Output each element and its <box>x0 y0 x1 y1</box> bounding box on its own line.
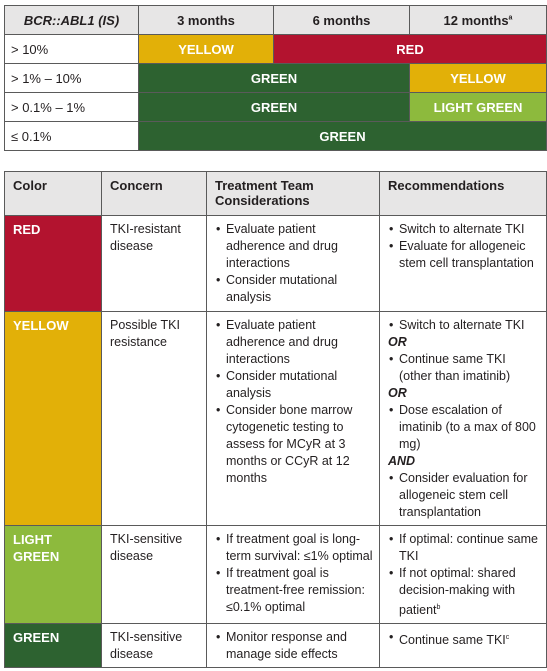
list-item: Dose escalation of imatinib (to a max of… <box>388 402 540 453</box>
band-light-green: LIGHT GREEN <box>409 92 547 122</box>
footnote-c: c <box>505 634 510 642</box>
list-item: Evaluate patient adherence and drug inte… <box>215 221 373 272</box>
list-item: If optimal: continue same TKI <box>388 531 540 565</box>
color-cell-red: RED <box>4 215 102 312</box>
list-item: Switch to alternate TKI <box>388 317 540 334</box>
table-header-row: Color Concern Treatment Team Considerati… <box>4 171 547 216</box>
list-item: Consider mutational analysis <box>215 272 373 306</box>
color-cell-light-green: LIGHT GREEN <box>4 524 102 625</box>
table-row: > 0.1% – 1% GREEN LIGHT GREEN <box>4 92 547 122</box>
column-header-3-months: 3 months <box>138 5 274 35</box>
table-row: ≤ 0.1% GREEN <box>4 121 547 151</box>
footnote-b: b <box>436 604 441 611</box>
conjunction-or: OR <box>388 386 407 400</box>
list-item: Continue same TKIc <box>388 629 540 649</box>
concern-cell: Possible TKI resistance <box>101 311 207 526</box>
footnote-a: a <box>508 14 513 22</box>
conjunction-and: AND <box>388 454 416 468</box>
considerations-cell: Monitor response and manage side effects <box>206 623 380 669</box>
considerations-cell: Evaluate patient adherence and drug inte… <box>206 215 380 312</box>
table-row-red: RED TKI-resistant disease Evaluate patie… <box>4 215 547 312</box>
list-item: If treatment goal is treatment-free remi… <box>215 565 373 616</box>
conjunction-or: OR <box>388 335 407 349</box>
color-cell-yellow: YELLOW <box>4 311 102 526</box>
column-header-color: Color <box>4 171 102 216</box>
column-header-recommendations: Recommendations <box>379 171 547 216</box>
recommendations-cell: Switch to alternate TKI Evaluate for all… <box>379 215 547 312</box>
list-item: Consider bone marrow cytogenetic testing… <box>215 402 373 487</box>
column-header-6-months: 6 months <box>273 5 410 35</box>
column-header-considerations: Treatment Team Considerations <box>206 171 380 216</box>
row-label: > 0.1% – 1% <box>4 92 139 122</box>
row-label: > 10% <box>4 34 139 64</box>
band-green: GREEN <box>138 92 410 122</box>
row-label: ≤ 0.1% <box>4 121 139 151</box>
recommendations-cell: Continue same TKIc <box>379 623 547 669</box>
response-milestones-table: BCR::ABL1 (IS) 3 months 6 months 12 mont… <box>4 5 547 151</box>
table-header-row: BCR::ABL1 (IS) 3 months 6 months 12 mont… <box>4 5 547 35</box>
considerations-cell: If treatment goal is long-term survival:… <box>206 524 380 625</box>
list-item: If not optimal: shared decision-making w… <box>388 565 540 619</box>
recommendations-cell: If optimal: continue same TKI If not opt… <box>379 524 547 625</box>
band-yellow: YELLOW <box>409 63 547 93</box>
list-item: Continue same TKI (other than imatinib) <box>388 351 540 385</box>
column-header-bcr-abl1: BCR::ABL1 (IS) <box>4 5 139 35</box>
list-item: Monitor response and manage side effects <box>215 629 373 663</box>
concern-cell: TKI-sensitive disease <box>101 623 207 669</box>
band-green: GREEN <box>138 121 547 151</box>
list-item: Consider mutational analysis <box>215 368 373 402</box>
table-row: > 1% – 10% GREEN YELLOW <box>4 63 547 93</box>
concern-cell: TKI-sensitive disease <box>101 524 207 625</box>
recommendations-cell: Switch to alternate TKI OR Continue same… <box>379 311 547 526</box>
column-header-12-months: 12 monthsa <box>409 5 547 35</box>
table-row-green: GREEN TKI-sensitive disease Monitor resp… <box>4 623 547 669</box>
list-item: Switch to alternate TKI <box>388 221 540 238</box>
list-item: If treatment goal is long-term survival:… <box>215 531 373 565</box>
recommendations-table: Color Concern Treatment Team Considerati… <box>4 171 547 669</box>
concern-cell: TKI-resistant disease <box>101 215 207 312</box>
band-green: GREEN <box>138 63 410 93</box>
list-item: Evaluate patient adherence and drug inte… <box>215 317 373 368</box>
considerations-cell: Evaluate patient adherence and drug inte… <box>206 311 380 526</box>
band-red: RED <box>273 34 547 64</box>
table-row-yellow: YELLOW Possible TKI resistance Evaluate … <box>4 311 547 526</box>
column-header-concern: Concern <box>101 171 207 216</box>
band-yellow: YELLOW <box>138 34 274 64</box>
color-cell-green: GREEN <box>4 623 102 669</box>
row-label: > 1% – 10% <box>4 63 139 93</box>
table-row: > 10% YELLOW RED <box>4 34 547 64</box>
list-item: Evaluate for allogeneic stem cell transp… <box>388 238 540 272</box>
list-item: Consider evaluation for allogeneic stem … <box>388 470 540 521</box>
table-row-light-green: LIGHT GREEN TKI-sensitive disease If tre… <box>4 524 547 625</box>
